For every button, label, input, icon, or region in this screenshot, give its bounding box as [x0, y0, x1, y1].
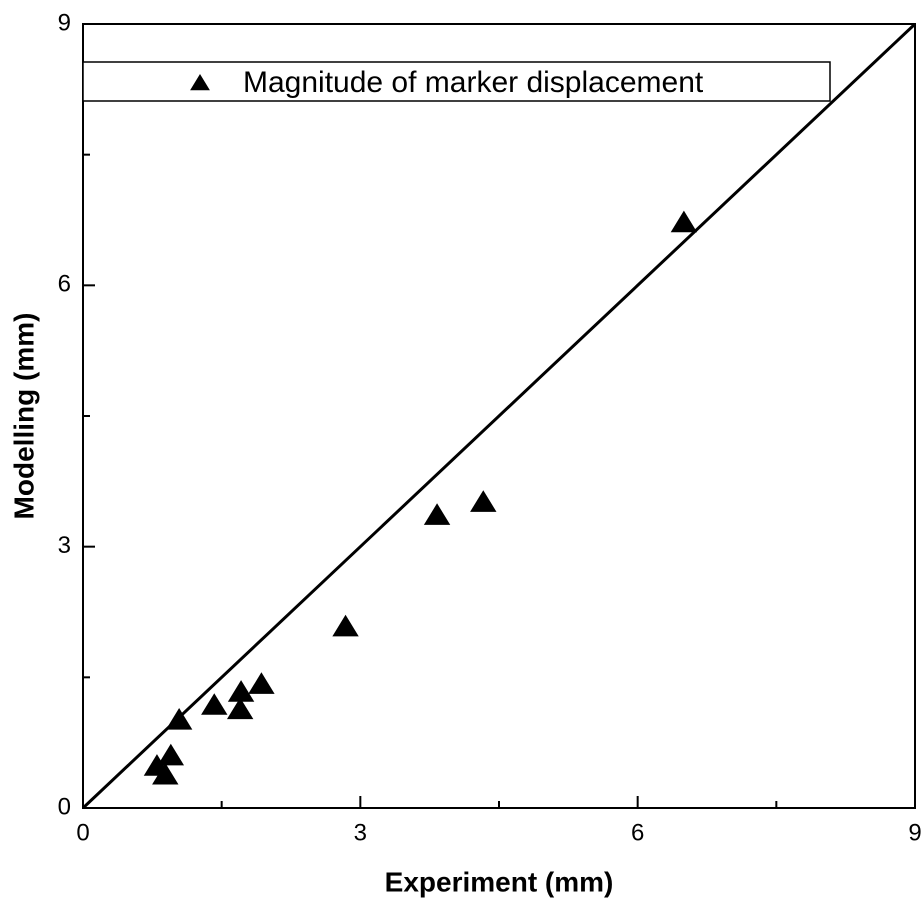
x-axis-title: Experiment (mm) — [385, 866, 614, 897]
point — [152, 762, 179, 785]
point — [423, 503, 451, 525]
point — [470, 490, 497, 512]
legend-marker — [190, 74, 210, 91]
y-tick-label: 9 — [58, 9, 71, 36]
y-axis-title: Modelling (mm) — [8, 313, 39, 520]
x-tick-label: 0 — [76, 819, 89, 846]
reference-line — [81, 22, 917, 810]
y-tick-label: 6 — [58, 271, 71, 298]
y-tick-label: 3 — [58, 532, 71, 559]
legend-box — [82, 61, 831, 102]
point — [332, 614, 359, 637]
x-tick-label: 6 — [631, 819, 644, 846]
point — [248, 672, 275, 694]
point — [227, 680, 255, 702]
point — [670, 210, 698, 233]
point — [226, 697, 254, 720]
point — [201, 693, 228, 715]
point — [165, 708, 193, 730]
x-tick-label: 9 — [908, 819, 921, 846]
y-tick-label: 0 — [58, 793, 71, 820]
point — [157, 743, 185, 766]
x-tick-label: 3 — [354, 819, 367, 846]
legend-label: Magnitude of marker displacement — [243, 66, 704, 99]
